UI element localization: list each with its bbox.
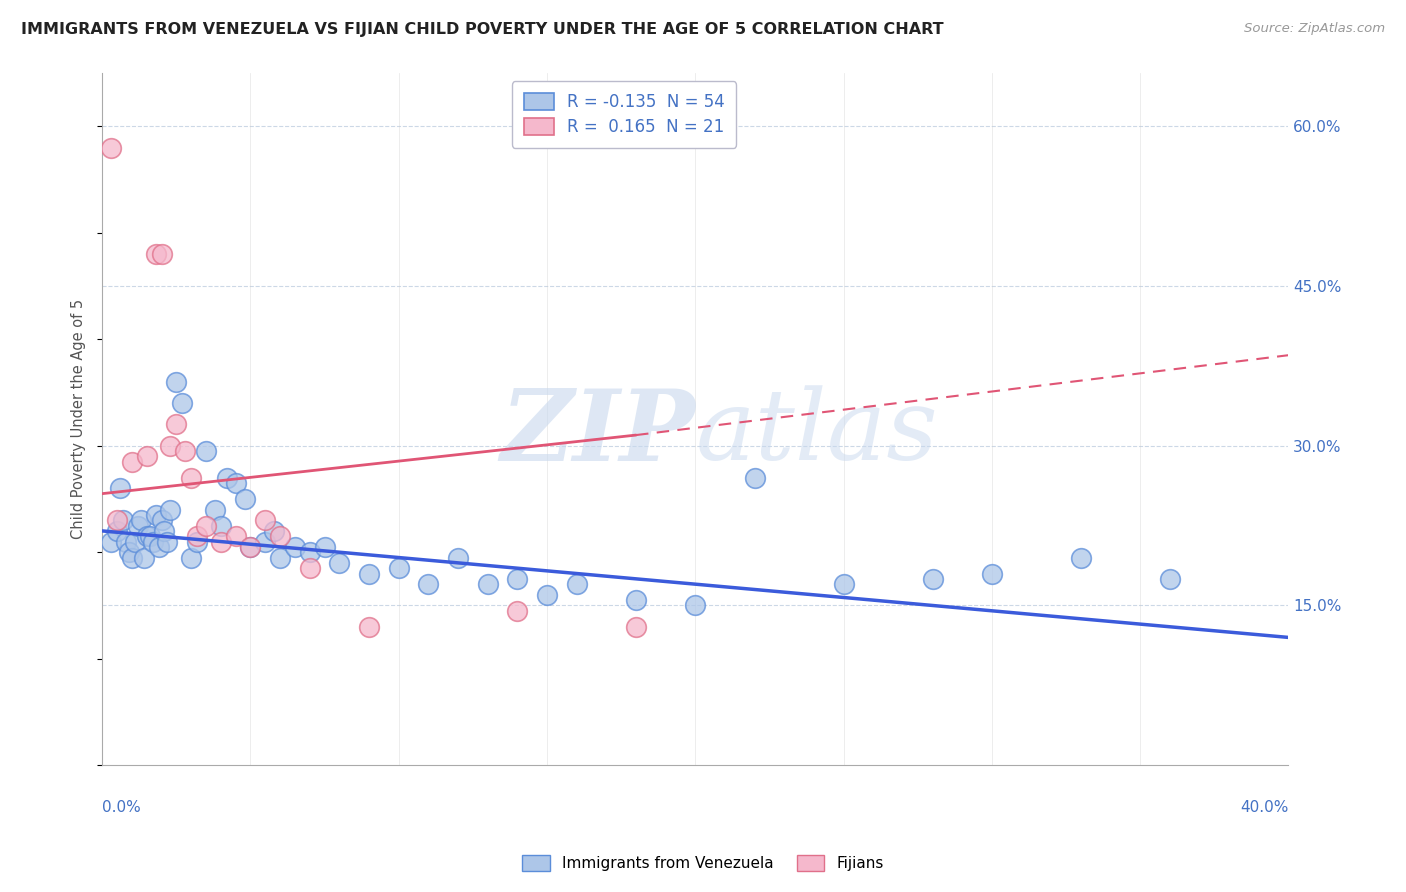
Point [506,604,529,618]
Point [124,534,146,549]
Point [118,545,141,559]
Point [536,588,558,602]
Point [148,540,170,554]
Point [180,471,202,485]
Point [447,550,470,565]
Point [105,513,128,527]
Point [195,444,218,458]
Point [359,566,381,581]
Point [359,620,381,634]
Point [239,540,262,554]
Point [100,534,122,549]
Point [186,534,208,549]
Point [153,524,176,538]
Point [121,550,143,565]
Point [127,518,149,533]
Point [1070,550,1092,565]
Point [159,502,181,516]
Point [269,550,291,565]
Point [921,572,943,586]
Point [624,620,647,634]
Point [239,540,262,554]
Point [142,534,165,549]
Legend: Immigrants from Venezuela, Fijians: Immigrants from Venezuela, Fijians [516,849,890,877]
Point [174,444,197,458]
Point [159,439,181,453]
Point [135,529,157,543]
Point [744,471,766,485]
Point [298,545,321,559]
Point [254,513,277,527]
Point [115,534,138,549]
Point [145,247,167,261]
Point [980,566,1002,581]
Point [284,540,307,554]
Point [215,471,238,485]
Point [209,534,232,549]
Text: ZIP: ZIP [501,384,696,481]
Point [418,577,440,591]
Point [105,524,128,538]
Point [209,518,232,533]
Point [172,396,194,410]
Legend: R = -0.135  N = 54, R =  0.165  N = 21: R = -0.135 N = 54, R = 0.165 N = 21 [512,81,737,148]
Point [254,534,277,549]
Point [111,513,134,527]
Point [195,518,218,533]
Point [624,593,647,607]
Point [269,529,291,543]
Point [165,375,187,389]
Point [298,561,321,575]
Point [832,577,855,591]
Text: 0.0%: 0.0% [103,800,141,814]
Point [565,577,588,591]
Point [225,475,247,490]
Point [263,524,285,538]
Point [388,561,411,575]
Point [145,508,167,522]
Point [204,502,226,516]
Point [121,455,143,469]
Point [108,481,131,495]
Y-axis label: Child Poverty Under the Age of 5: Child Poverty Under the Age of 5 [72,299,86,539]
Point [165,417,187,432]
Point [225,529,247,543]
Text: IMMIGRANTS FROM VENEZUELA VS FIJIAN CHILD POVERTY UNDER THE AGE OF 5 CORRELATION: IMMIGRANTS FROM VENEZUELA VS FIJIAN CHIL… [21,22,943,37]
Point [100,140,122,154]
Point [233,491,256,506]
Point [314,540,336,554]
Point [150,247,173,261]
Text: atlas: atlas [696,385,938,481]
Point [506,572,529,586]
Point [150,513,173,527]
Text: Source: ZipAtlas.com: Source: ZipAtlas.com [1244,22,1385,36]
Point [477,577,499,591]
Point [685,599,707,613]
Point [1159,572,1181,586]
Point [156,534,179,549]
Point [180,550,202,565]
Text: 40.0%: 40.0% [1240,800,1288,814]
Point [186,529,208,543]
Point [129,513,152,527]
Point [135,450,157,464]
Point [138,529,160,543]
Point [328,556,350,570]
Point [132,550,155,565]
